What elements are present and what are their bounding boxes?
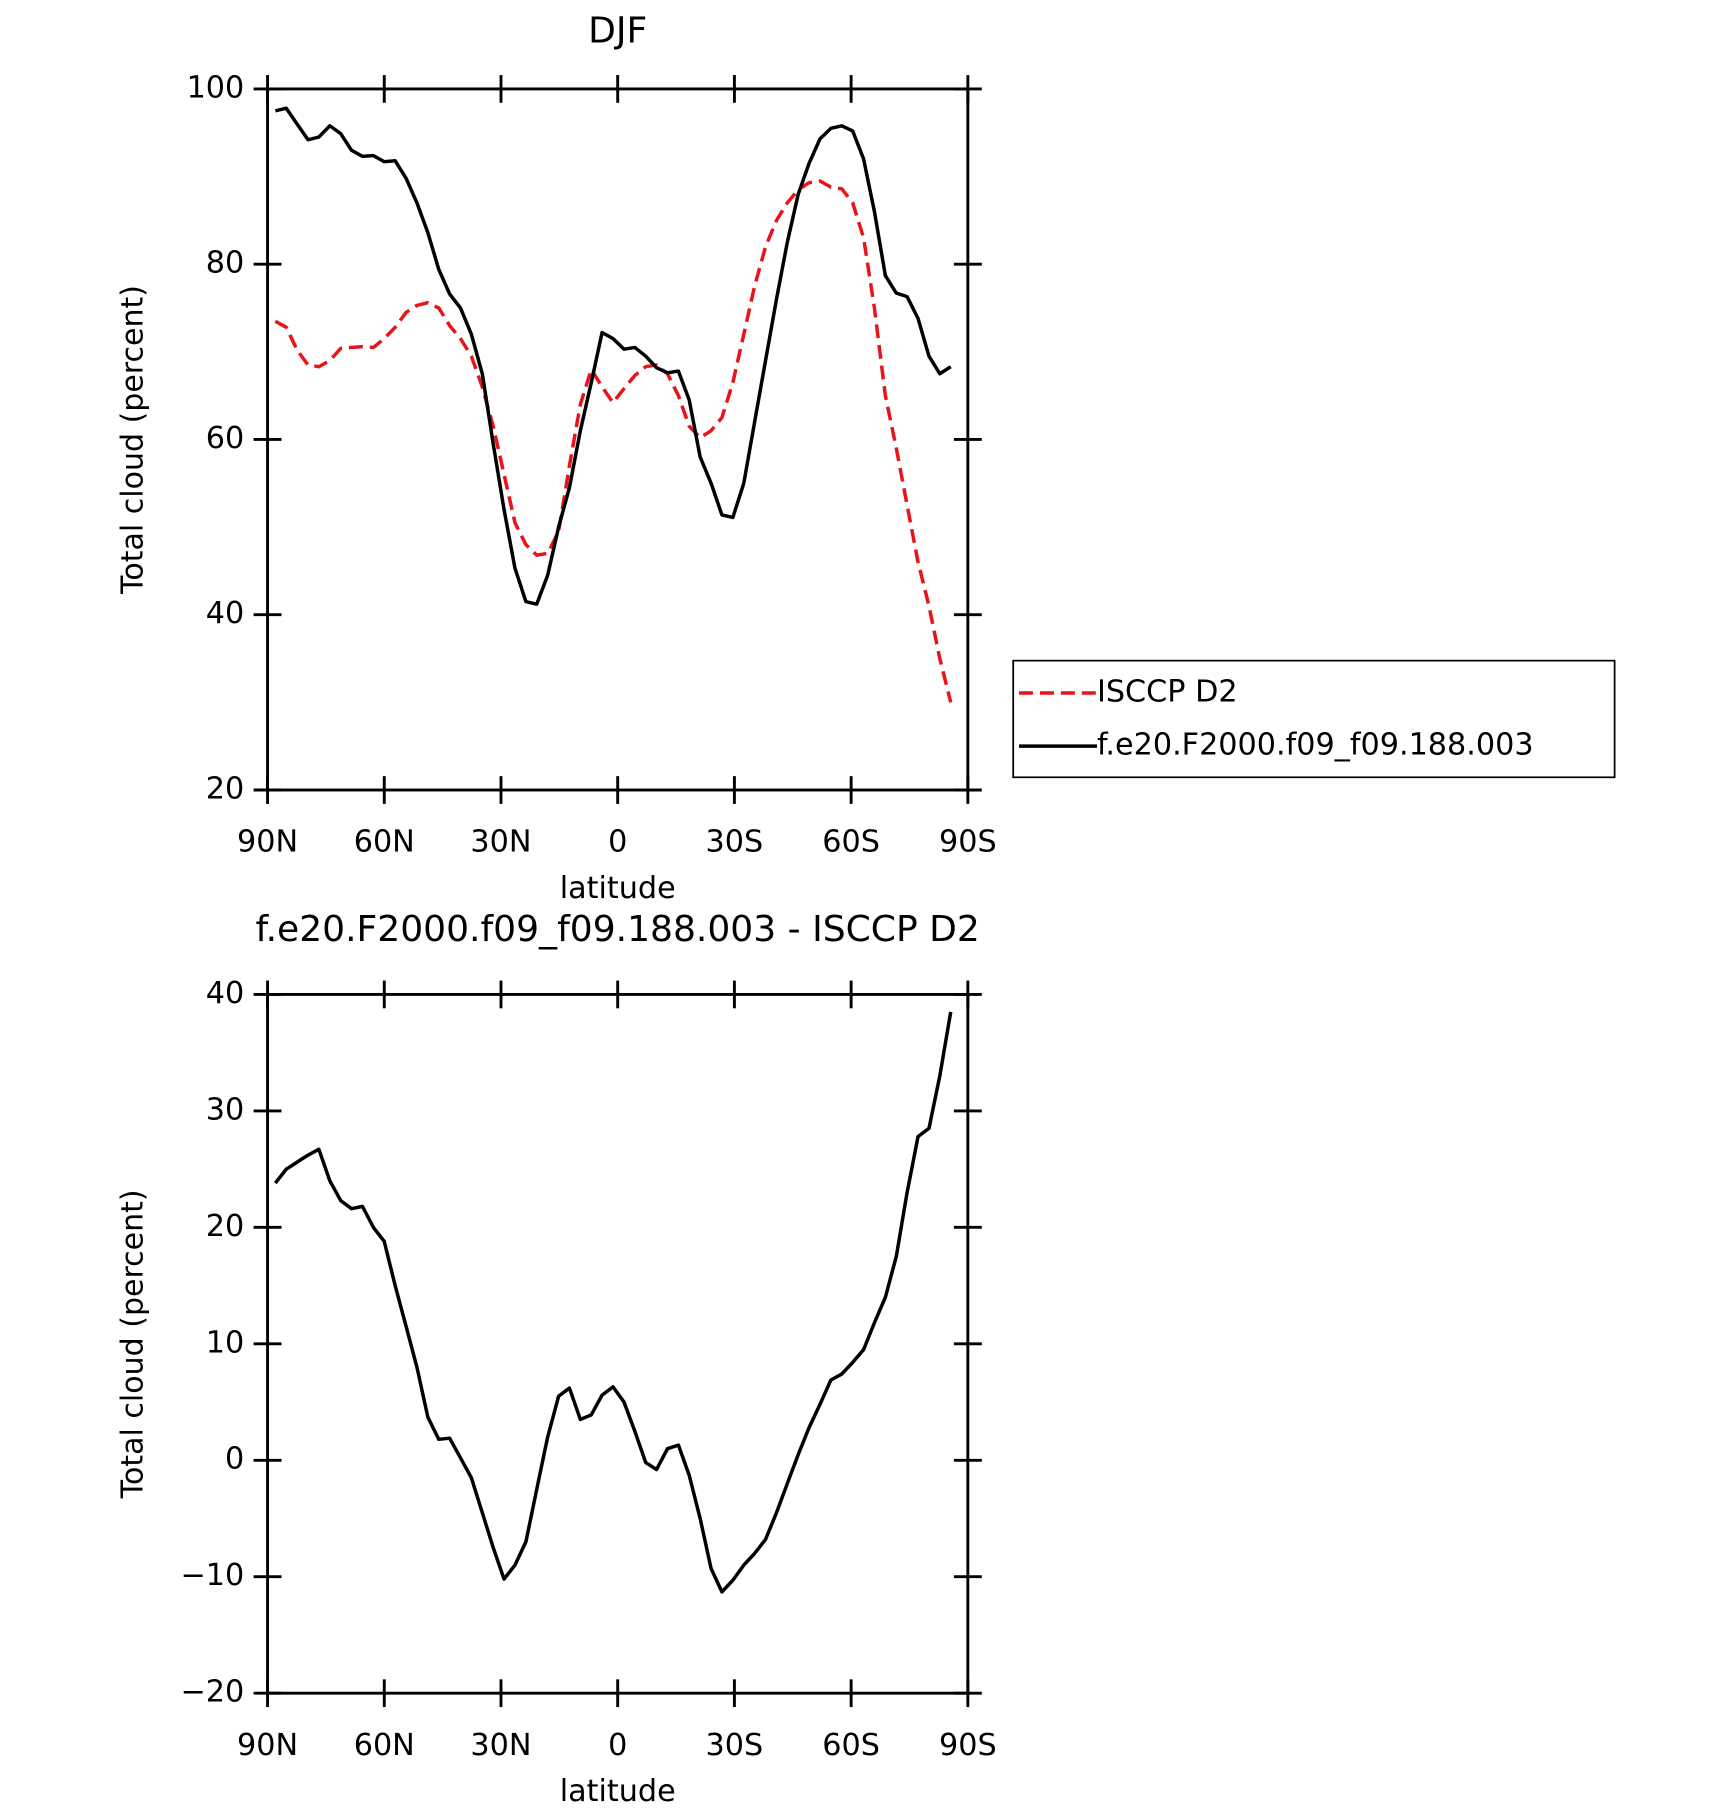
- x-tick-label: 30S: [706, 825, 764, 860]
- data-line: [274, 106, 952, 606]
- y-tick-label: 40: [206, 596, 244, 631]
- y-tick-label: −10: [180, 1558, 244, 1593]
- legend-label: f.e20.F2000.f09_f09.188.003: [1097, 728, 1534, 763]
- y-tick-label: 0: [225, 1442, 244, 1477]
- chart-title: DJF: [588, 10, 647, 51]
- x-tick-label: 60S: [822, 825, 880, 860]
- x-tick-label: 60N: [354, 1728, 415, 1763]
- legend-label: ISCCP D2: [1097, 675, 1238, 710]
- x-tick-label: 90S: [939, 825, 997, 860]
- x-tick-label: 30S: [706, 1728, 764, 1763]
- y-tick-label: 80: [206, 246, 244, 281]
- x-tick-label: 30N: [470, 825, 531, 860]
- y-tick-label: 30: [206, 1092, 244, 1127]
- x-tick-label: 90S: [939, 1728, 997, 1763]
- x-tick-label: 90N: [237, 1728, 298, 1763]
- x-tick-label: 60S: [822, 1728, 880, 1763]
- y-tick-label: 100: [187, 70, 245, 105]
- plot-frame: [266, 87, 970, 792]
- y-axis-label: Total cloud (percent): [115, 285, 150, 595]
- x-tick-label: 60N: [354, 825, 415, 860]
- legend-box: [1012, 659, 1616, 779]
- x-tick-label: 90N: [237, 825, 298, 860]
- x-tick-label: 0: [608, 1728, 627, 1763]
- data-line: [274, 179, 953, 703]
- y-tick-label: 20: [206, 1209, 244, 1244]
- y-tick-label: 20: [206, 772, 244, 807]
- x-tick-label: 30N: [470, 1728, 531, 1763]
- data-line: [273, 1011, 953, 1594]
- y-tick-label: −20: [180, 1675, 244, 1710]
- x-tick-label: 0: [608, 825, 627, 860]
- y-axis-label: Total cloud (percent): [115, 1189, 150, 1499]
- x-axis-label: latitude: [560, 1774, 676, 1809]
- chart-title: f.e20.F2000.f09_f09.188.003 - ISCCP D2: [256, 909, 980, 950]
- plot-frame: [266, 992, 970, 1695]
- y-tick-label: 40: [206, 976, 244, 1011]
- y-tick-label: 10: [206, 1325, 244, 1360]
- x-axis-label: latitude: [560, 871, 676, 906]
- y-tick-label: 60: [206, 421, 244, 456]
